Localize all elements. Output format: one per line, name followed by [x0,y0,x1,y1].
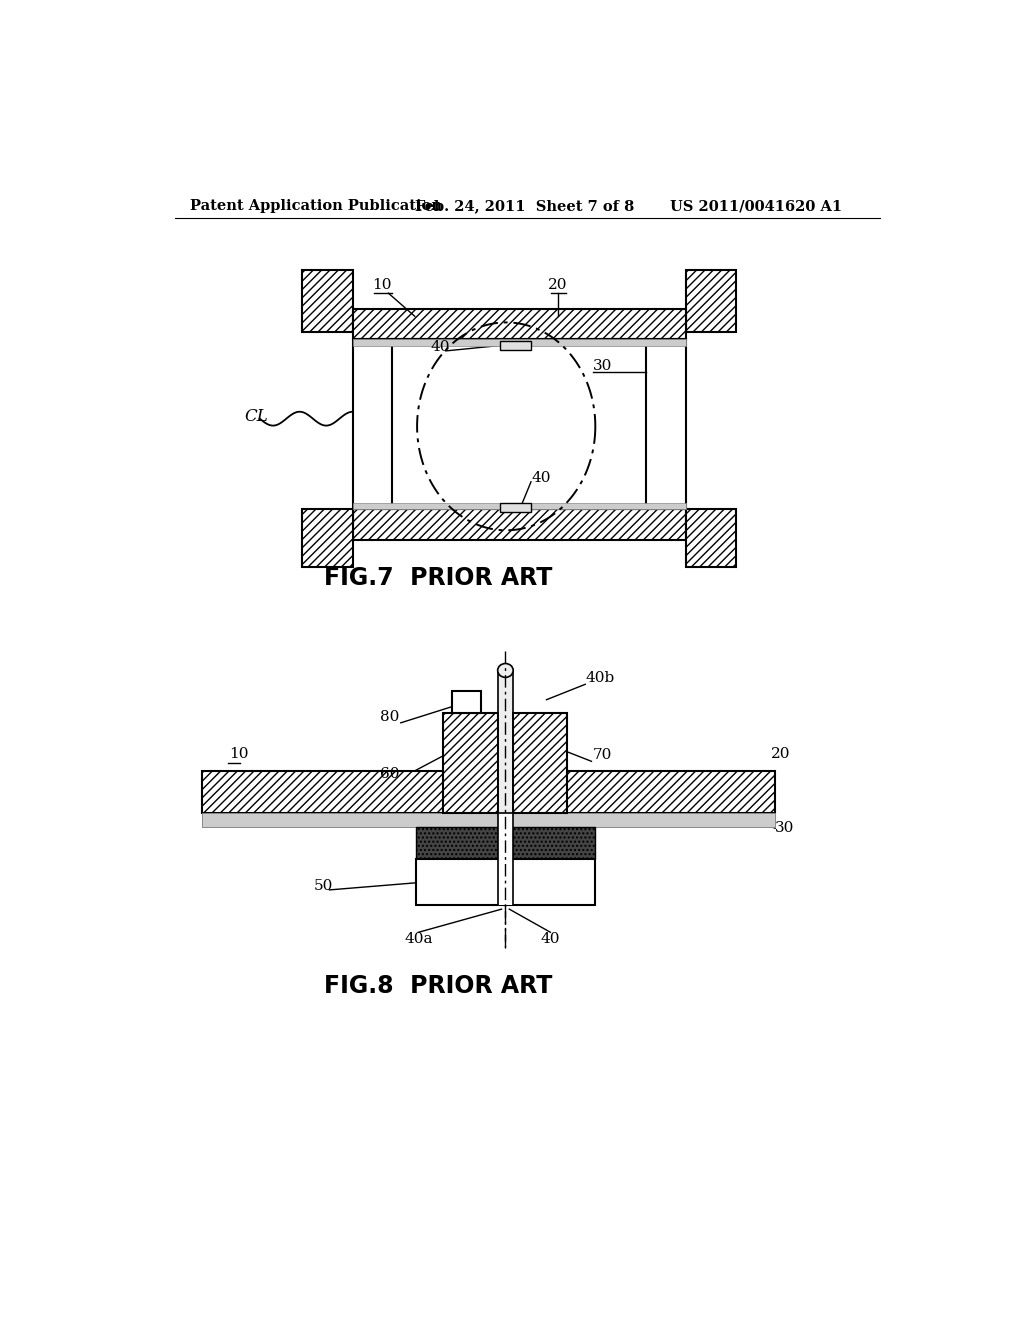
Bar [500,341,531,350]
Text: Patent Application Publication: Patent Application Publication [190,199,442,213]
Bar [352,339,686,346]
Bar [302,508,352,566]
Ellipse shape [498,664,513,677]
Text: 40: 40 [430,341,450,354]
Bar [500,503,531,512]
Bar [498,671,513,813]
Bar [302,271,352,331]
Bar [513,713,567,813]
Text: FIG.7  PRIOR ART: FIG.7 PRIOR ART [324,566,552,590]
Bar [498,813,513,906]
Text: 30: 30 [593,359,612,374]
Bar [686,271,736,331]
Bar [352,508,686,540]
Bar [506,771,775,813]
Text: 40a: 40a [404,932,433,946]
Bar [686,508,736,566]
Bar [498,713,513,813]
Text: 50: 50 [314,879,334,894]
Text: 10: 10 [373,277,392,292]
Bar [391,339,646,508]
Text: 40: 40 [531,471,551,484]
Text: 70: 70 [593,748,612,762]
Text: 40b: 40b [586,671,614,685]
Text: 60: 60 [380,767,399,781]
Bar [452,692,481,713]
Text: 10: 10 [228,747,248,762]
Text: Feb. 24, 2011  Sheet 7 of 8: Feb. 24, 2011 Sheet 7 of 8 [415,199,634,213]
Text: 20: 20 [771,747,791,762]
Text: 40: 40 [541,932,560,946]
Bar [646,339,686,508]
Text: CL: CL [245,408,268,425]
Text: US 2011/0041620 A1: US 2011/0041620 A1 [671,199,843,213]
Bar [352,503,686,508]
Bar [416,859,595,906]
Bar [443,713,498,813]
Bar [352,339,391,508]
Text: 30: 30 [775,821,795,836]
Text: 80: 80 [380,710,399,723]
Text: 20: 20 [549,277,568,292]
Text: FIG.8  PRIOR ART: FIG.8 PRIOR ART [324,974,552,998]
Bar [202,771,506,813]
Bar [352,309,686,339]
Bar [510,826,595,859]
Bar [416,826,501,859]
Bar [202,813,775,826]
